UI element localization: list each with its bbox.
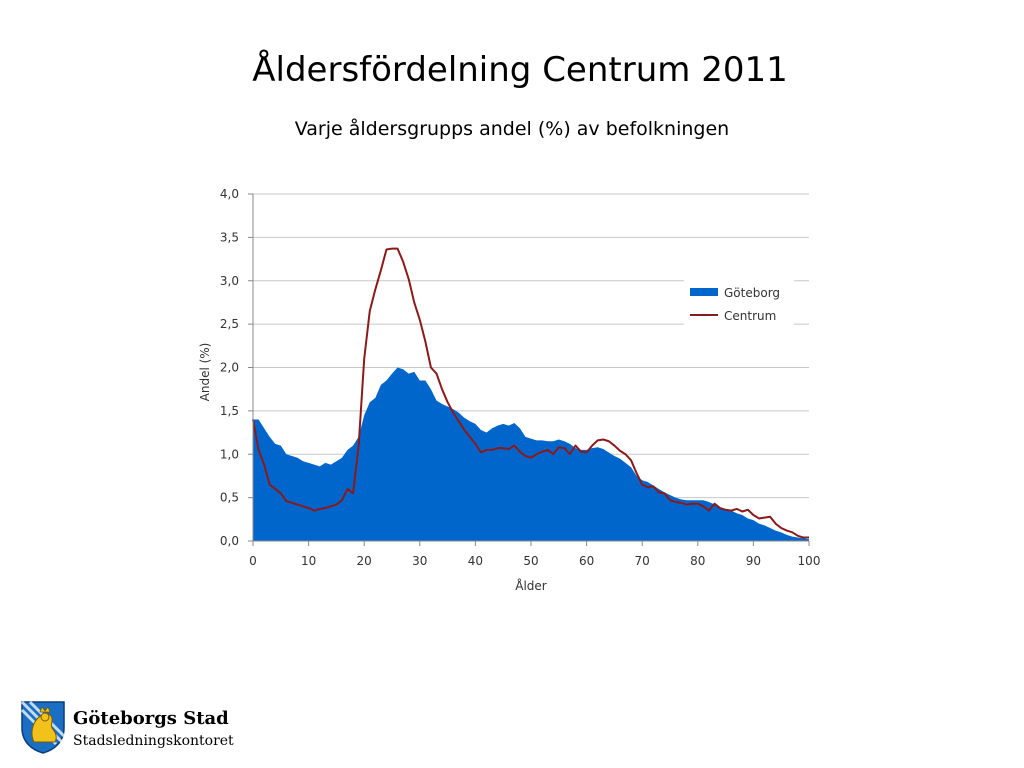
x-tick-label: 10 [301,554,316,568]
chart-y-tick-labels: 0,0 0,5 1,0 1,5 2,0 2,5 3,0 3,5 4,0 [220,187,239,548]
legend-swatch-goteborg [690,288,718,296]
x-tick-label: 50 [523,554,538,568]
chart-series-area [253,367,809,541]
x-tick-label: 100 [798,554,821,568]
legend-background [684,280,794,326]
y-axis-label: Andel (%) [198,343,212,402]
y-tick-label: 1,0 [220,447,239,461]
y-tick-label: 2,0 [220,361,239,375]
x-tick-label: 90 [746,554,761,568]
x-tick-label: 40 [468,554,483,568]
chart-x-tick-labels: 0 10 20 30 40 50 60 70 80 90 100 [249,554,820,568]
x-tick-label: 70 [635,554,650,568]
goteborg-lion-crest-icon [18,698,68,759]
org-department: Stadsledningskontoret [73,733,234,749]
x-tick-label: 30 [412,554,427,568]
chart-series-line [252,247,809,539]
slide-subtitle: Varje åldersgrupps andel (%) av befolkni… [294,118,730,140]
y-tick-label: 0,5 [220,491,239,505]
y-tick-label: 0,0 [220,534,239,548]
y-tick-label: 4,0 [220,187,239,201]
x-tick-label: 60 [579,554,594,568]
legend-label-goteborg: Göteborg [724,286,780,300]
chart-axes [248,193,810,546]
y-tick-label: 1,5 [220,404,239,418]
series-centrum-line [252,247,809,539]
chart-legend: Göteborg Centrum [684,280,794,326]
series-goteborg-area [253,367,809,541]
y-tick-label: 3,5 [220,230,239,244]
x-tick-label: 0 [249,554,257,568]
slide-title: Åldersfördelning Centrum 2011 [252,50,788,90]
x-axis-label: Ålder [515,578,547,593]
x-tick-label: 20 [357,554,372,568]
y-tick-label: 3,0 [220,274,239,288]
x-tick-label: 80 [690,554,705,568]
legend-label-centrum: Centrum [724,309,776,323]
org-name: Göteborgs Stad [73,708,229,729]
y-tick-label: 2,5 [220,317,239,331]
